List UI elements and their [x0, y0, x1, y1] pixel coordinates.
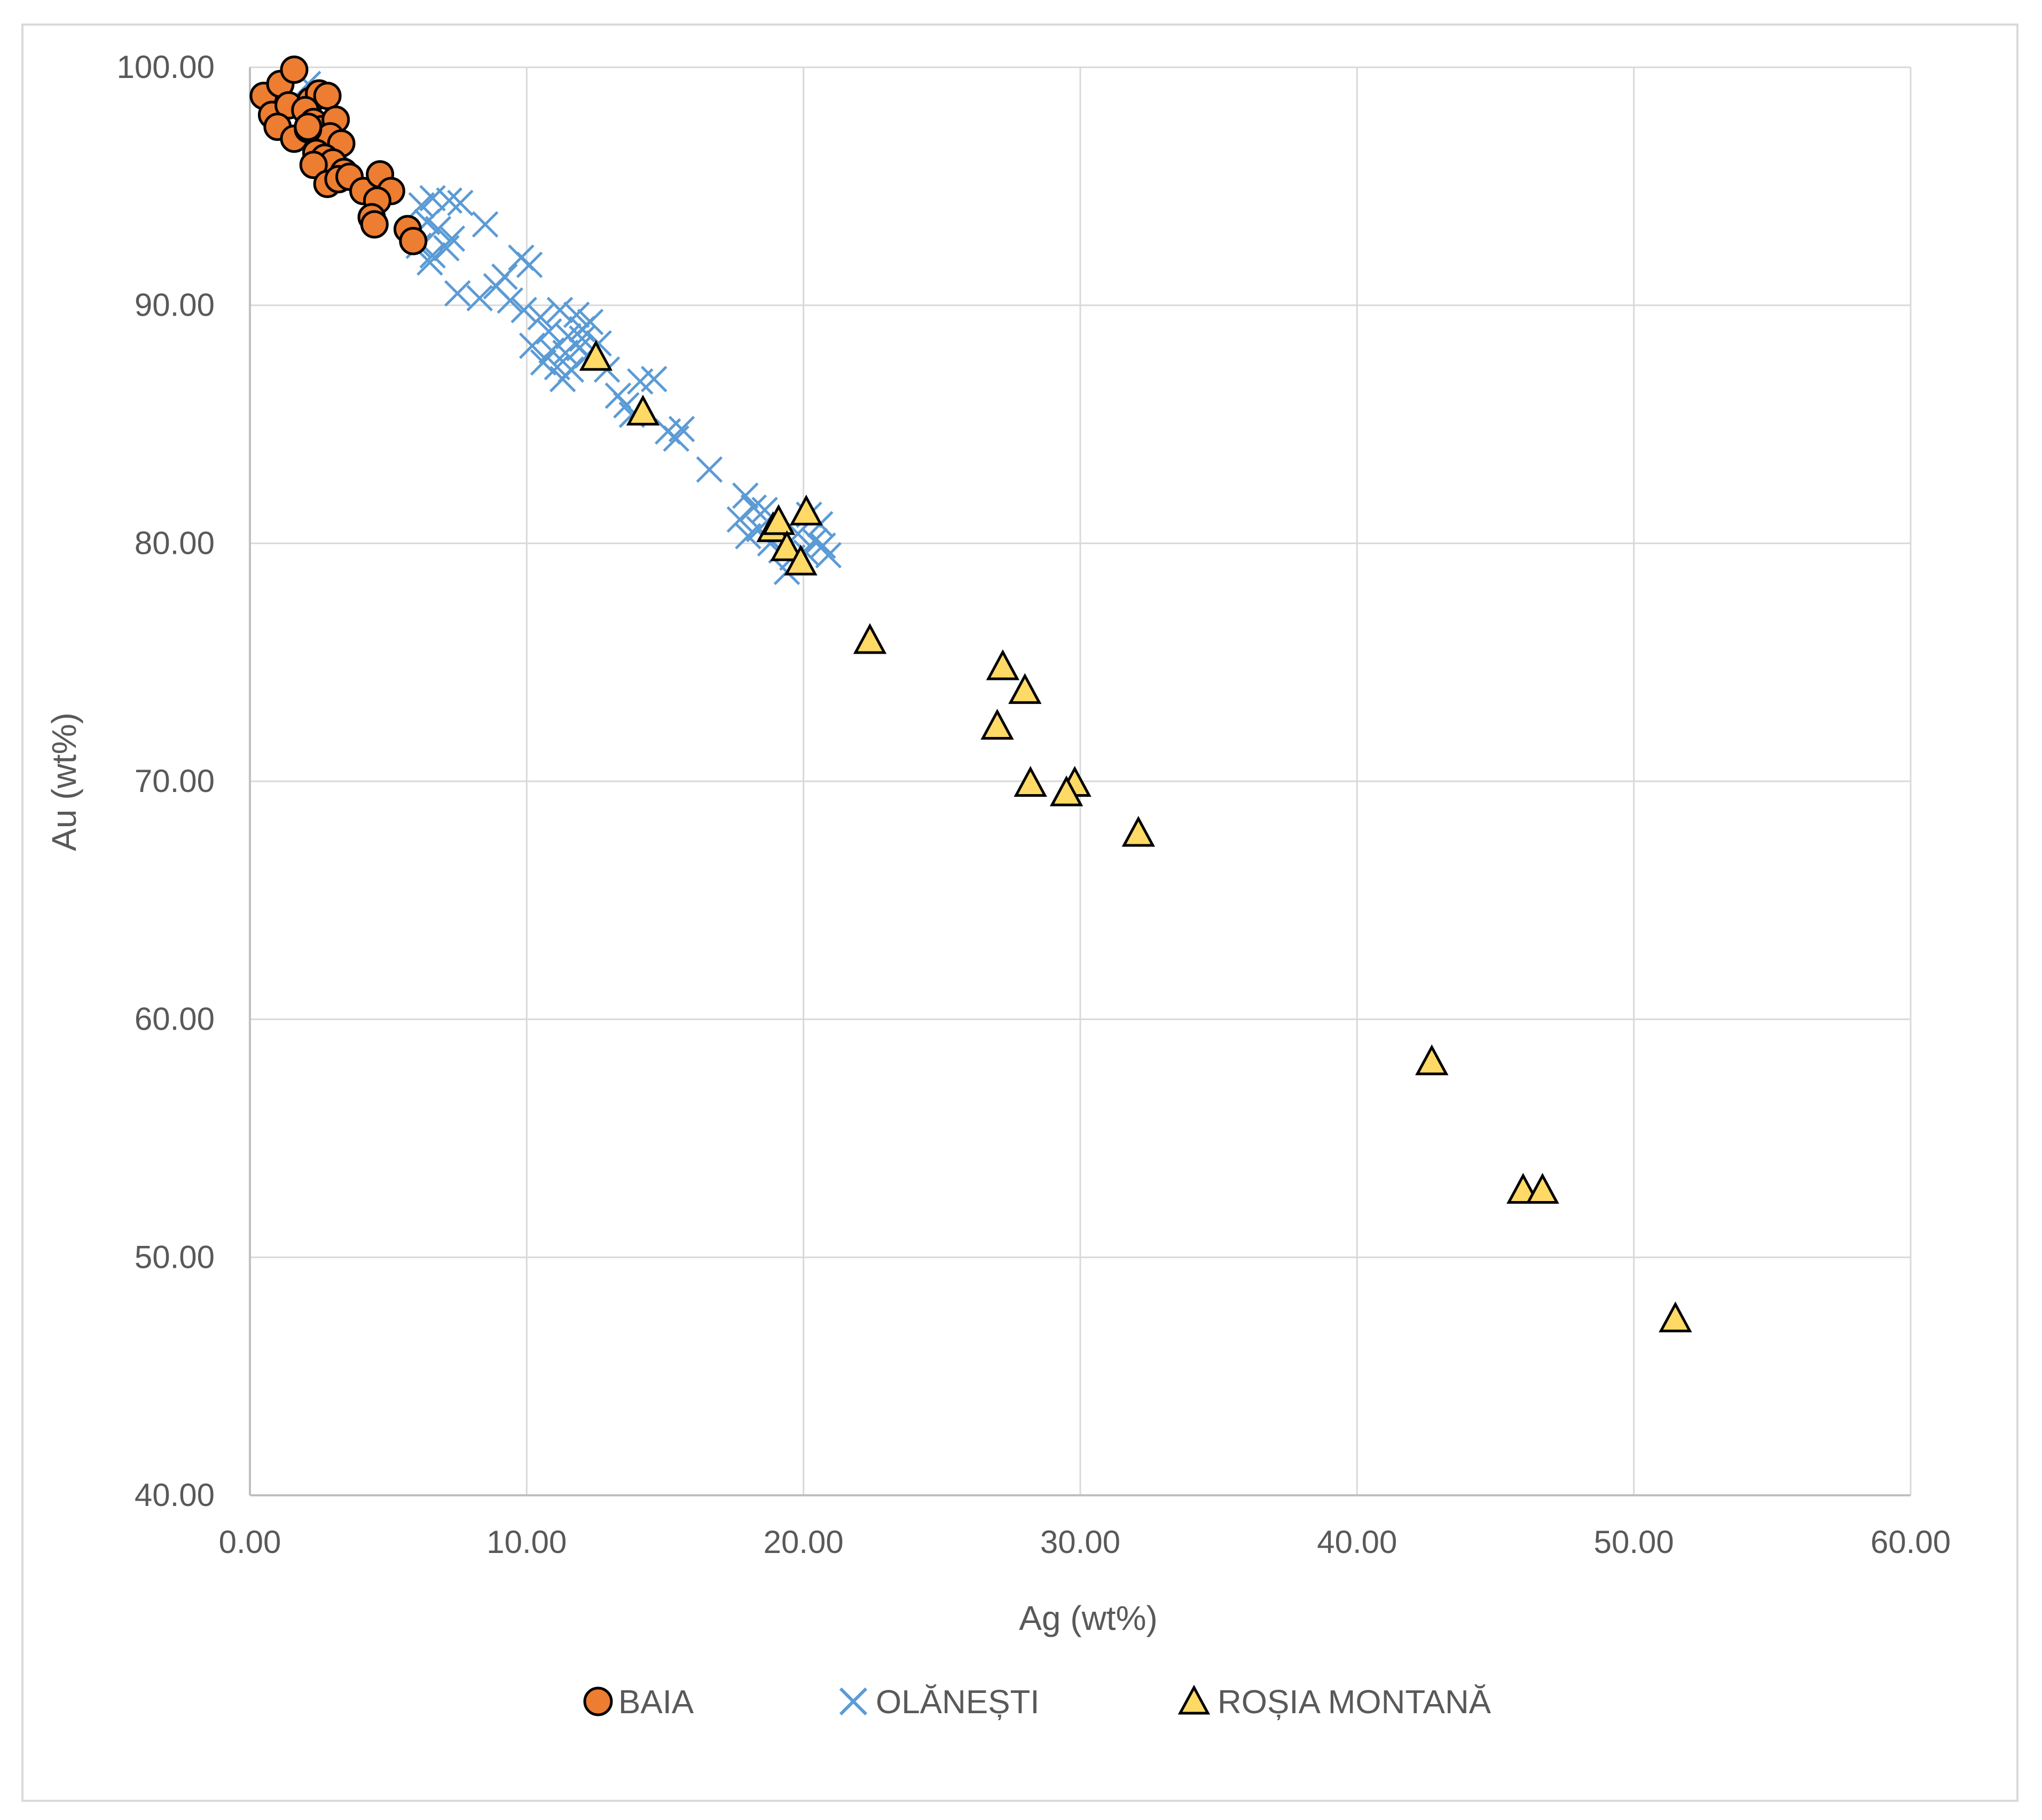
data-point-baia[interactable] [280, 55, 309, 84]
data-point-olanesti[interactable] [552, 340, 579, 366]
data-point-olanesti[interactable] [641, 366, 667, 393]
data-point-olanesti[interactable] [530, 349, 557, 376]
y-tick-label: 50.00 [135, 1239, 215, 1275]
legend-label-rosia-montana: ROȘIA MONTANĂ [1218, 1684, 1491, 1721]
chart-frame [21, 23, 2019, 1802]
legend-marker-triangle [1177, 1684, 1211, 1715]
data-point-rosia-montana[interactable] [986, 649, 1020, 680]
x-axis-title: Ag (wt%) [1019, 1599, 1158, 1637]
legend-item-rosia-montana[interactable]: ROȘIA MONTANĂ [1177, 1684, 1491, 1721]
data-point-olanesti[interactable] [563, 301, 590, 328]
data-point-olanesti[interactable] [419, 185, 446, 211]
x-tick-label: 40.00 [1317, 1524, 1397, 1560]
data-point-rosia-montana[interactable] [784, 544, 818, 576]
data-point-baia[interactable] [294, 112, 323, 141]
legend-marker-circle [583, 1686, 613, 1716]
data-point-rosia-montana[interactable] [1526, 1173, 1559, 1204]
series-layer [249, 55, 1692, 1332]
data-point-rosia-montana[interactable] [626, 394, 660, 426]
data-point-olanesti[interactable] [510, 296, 537, 324]
x-tick-label: 60.00 [1871, 1524, 1951, 1560]
x-tick-label: 20.00 [764, 1524, 844, 1560]
data-point-olanesti[interactable] [527, 304, 554, 331]
data-point-olanesti[interactable] [438, 225, 466, 252]
data-point-olanesti[interactable] [472, 211, 499, 238]
series-cross [295, 70, 842, 585]
legend-item-olanesti[interactable]: OLĂNEȘTI [839, 1684, 1040, 1721]
data-point-olanesti[interactable] [569, 325, 595, 352]
data-point-olanesti[interactable] [433, 234, 460, 262]
data-point-rosia-montana[interactable] [1659, 1301, 1692, 1332]
data-point-rosia-montana[interactable] [579, 340, 613, 371]
series-circle [249, 55, 428, 255]
data-point-olanesti[interactable] [519, 332, 546, 359]
data-point-olanesti[interactable] [425, 216, 452, 242]
series-triangle [579, 340, 1692, 1332]
data-point-baia[interactable] [399, 226, 428, 255]
y-tick-label: 60.00 [135, 1001, 215, 1037]
x-tick-label: 50.00 [1594, 1524, 1674, 1560]
data-point-olanesti[interactable] [546, 296, 574, 324]
y-tick-label: 40.00 [135, 1477, 215, 1513]
data-point-baia[interactable] [299, 151, 328, 179]
data-point-olanesti[interactable] [696, 456, 723, 483]
data-point-baia[interactable] [360, 210, 389, 239]
legend: BAIA OLĂNEȘTI ROȘIA MONTANĂ [583, 1684, 1491, 1721]
data-point-olanesti[interactable] [447, 190, 474, 216]
y-tick-label: 100.00 [116, 49, 215, 85]
data-point-olanesti[interactable] [569, 316, 595, 343]
data-point-olanesti[interactable] [497, 287, 524, 314]
data-point-rosia-montana[interactable] [1049, 775, 1083, 806]
data-point-rosia-montana[interactable] [1014, 766, 1047, 797]
data-point-olanesti[interactable] [436, 187, 462, 214]
data-point-olanesti[interactable] [516, 252, 543, 278]
axes: 0.00 10.00 20.00 30.00 40.00 50.00 60.00 40.00 5… [116, 49, 1951, 1560]
x-tick-label: 0.00 [219, 1524, 281, 1560]
data-point-rosia-montana[interactable] [853, 623, 887, 654]
data-point-olanesti[interactable] [726, 506, 753, 533]
data-point-olanesti[interactable] [668, 415, 695, 443]
y-tick-label: 80.00 [135, 525, 215, 561]
data-point-baia[interactable] [313, 81, 342, 110]
data-point-rosia-montana[interactable] [761, 504, 796, 535]
data-point-rosia-montana[interactable] [1121, 815, 1156, 847]
legend-marker-cross [839, 1687, 868, 1716]
x-tick-label: 10.00 [486, 1524, 567, 1560]
x-tick-label: 30.00 [1040, 1524, 1120, 1560]
data-point-olanesti[interactable] [466, 285, 493, 312]
data-point-rosia-montana[interactable] [789, 495, 823, 525]
data-point-olanesti[interactable] [417, 249, 443, 276]
data-point-olanesti[interactable] [444, 280, 471, 307]
data-point-olanesti[interactable] [663, 425, 689, 452]
data-point-olanesti[interactable] [732, 482, 759, 509]
data-point-olanesti[interactable] [740, 494, 767, 521]
data-point-olanesti[interactable] [815, 542, 842, 569]
legend-label-olanesti: OLĂNEȘTI [876, 1684, 1040, 1721]
data-point-olanesti[interactable] [549, 366, 576, 393]
data-point-rosia-montana[interactable] [980, 709, 1014, 740]
data-point-rosia-montana[interactable] [1008, 673, 1042, 704]
data-point-olanesti[interactable] [735, 523, 761, 550]
data-point-rosia-montana[interactable] [770, 530, 804, 561]
legend-label-baia: BAIA [618, 1684, 694, 1721]
legend-item-baia[interactable]: BAIA [583, 1684, 694, 1721]
y-tick-label: 70.00 [135, 763, 215, 799]
y-tick-label: 90.00 [135, 287, 215, 323]
data-point-rosia-montana[interactable] [1415, 1044, 1449, 1076]
y-axis-title: Au (wt%) [45, 712, 83, 851]
